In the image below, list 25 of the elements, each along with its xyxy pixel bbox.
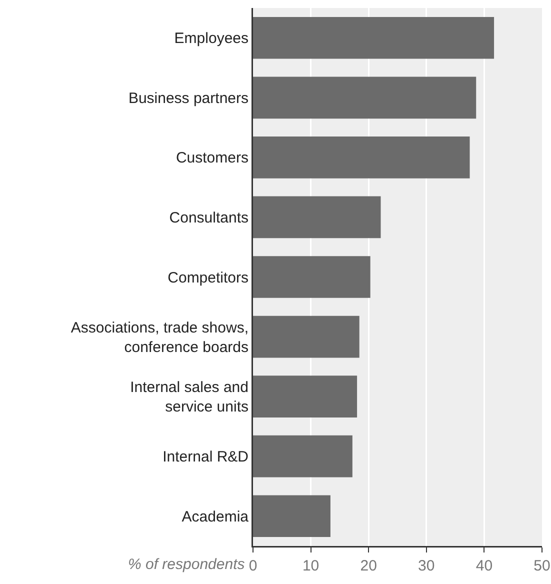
x-tick-label: 30 [418,558,435,574]
bar [253,256,370,298]
y-tick-label: Internal R&D [162,448,249,466]
y-tick-label: Employees [174,30,248,48]
y-tick-label: Academia [182,508,250,526]
x-axis-title: % of respondents [128,556,246,573]
bar [253,495,330,538]
bar [253,136,470,178]
y-tick-label: Business partners [128,90,248,107]
bar [253,196,381,238]
x-tick-label: 40 [476,558,493,574]
x-tick-label: 20 [360,558,377,574]
x-tick-label: 50 [534,558,550,574]
y-tick-label: Associations, trade shows, conference boards [70,319,248,356]
bar [253,16,494,59]
y-tick-label: Competitors [168,269,248,286]
bar [253,435,352,478]
x-tick-label: 10 [302,558,320,574]
y-tick-label: Customers [176,150,248,167]
bar [253,376,358,418]
y-tick-label: Internal sales and service units [130,379,248,416]
y-tick-label: Consultants [169,209,248,226]
bar [253,76,476,119]
x-tick-label: 0 [248,558,258,574]
bar [253,316,360,358]
